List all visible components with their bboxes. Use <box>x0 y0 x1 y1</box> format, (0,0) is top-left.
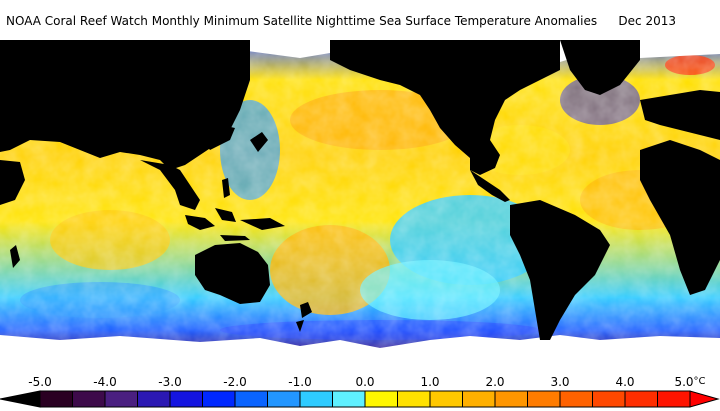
land-masses <box>0 40 720 340</box>
colorbar-ticks: -5.0 -4.0 -3.0 -2.0 -1.0 0.0 1.0 2.0 3.0 4.0 5.0°C <box>0 374 720 390</box>
colorbar-tick-label: 5.0°C <box>674 375 706 389</box>
map-title: NOAA Coral Reef Watch Monthly Minimum Sa… <box>6 13 714 29</box>
colorbar-swatch <box>299 390 333 408</box>
colorbar-tick-label: -3.0 <box>158 375 182 389</box>
colorbar-tick-label: 4.0 <box>615 375 635 389</box>
colorbar-high-arrow <box>689 390 720 408</box>
colorbar-tick-label: 1.0 <box>420 375 440 389</box>
colorbar-tick-label: 3.0 <box>550 375 570 389</box>
colorbar-swatch <box>332 390 366 408</box>
colorbar-swatch <box>592 390 626 408</box>
colorbar-swatch <box>429 390 463 408</box>
colorbar-swatch <box>169 390 203 408</box>
sst-anomaly-map <box>0 40 720 370</box>
colorbar-swatch <box>657 390 691 408</box>
colorbar-swatch <box>364 390 398 408</box>
colorbar-unit: °C <box>693 376 706 387</box>
colorbar-swatch <box>267 390 301 408</box>
colorbar-swatch <box>559 390 593 408</box>
antarctica-land <box>0 335 720 370</box>
world-map-svg <box>0 40 720 370</box>
colorbar <box>0 390 720 408</box>
colorbar-swatch <box>202 390 236 408</box>
colorbar-tick-label: -1.0 <box>288 375 312 389</box>
colorbar-swatch <box>494 390 528 408</box>
title-text: NOAA Coral Reef Watch Monthly Minimum Sa… <box>6 14 598 28</box>
title-date: Dec 2013 <box>618 14 676 28</box>
colorbar-tick-label: 0.0 <box>355 375 375 389</box>
colorbar-swatch <box>137 390 171 408</box>
colorbar-swatch <box>234 390 268 408</box>
colorbar-swatch <box>397 390 431 408</box>
colorbar-tick-label: -4.0 <box>93 375 117 389</box>
colorbar-swatch <box>104 390 138 408</box>
colorbar-low-arrow <box>0 390 41 408</box>
colorbar-tick-label: -5.0 <box>28 375 52 389</box>
colorbar-swatch <box>39 390 73 408</box>
colorbar-swatch <box>462 390 496 408</box>
colorbar-tick-label: 2.0 <box>485 375 505 389</box>
colorbar-tick-label: -2.0 <box>223 375 247 389</box>
colorbar-swatch <box>72 390 106 408</box>
colorbar-swatch <box>527 390 561 408</box>
colorbar-swatch <box>624 390 658 408</box>
